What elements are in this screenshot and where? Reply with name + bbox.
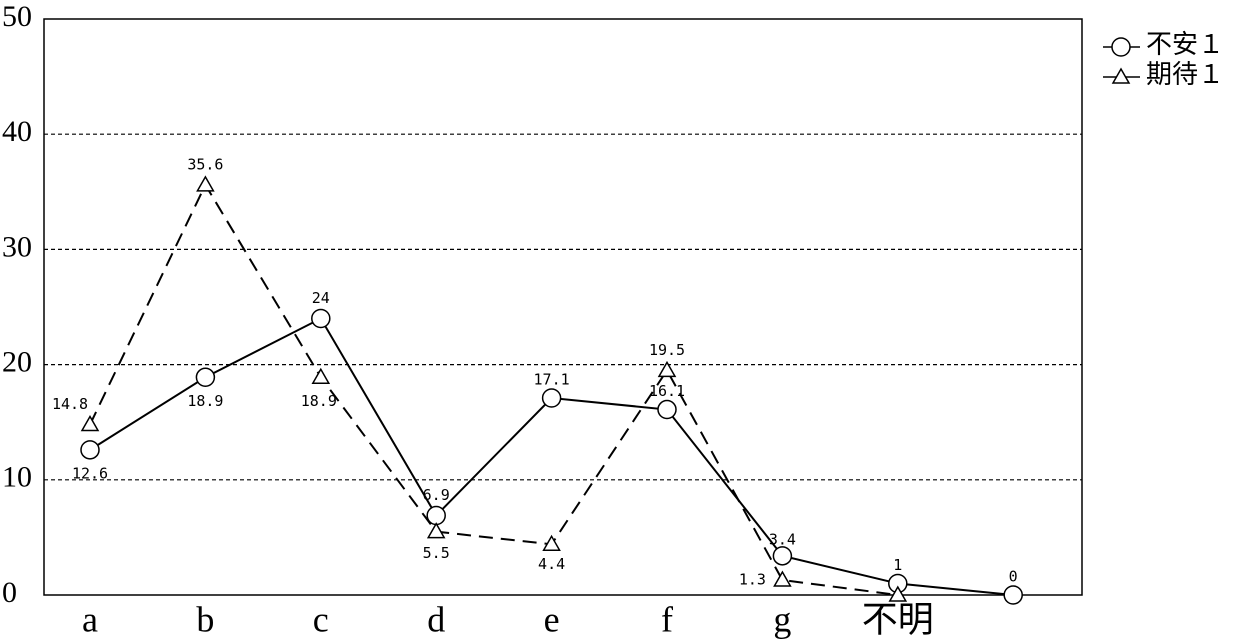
x-tick-label: f — [661, 599, 673, 639]
y-tick-label: 50 — [2, 0, 32, 33]
y-tick-label: 30 — [2, 230, 32, 263]
y-tick-label: 10 — [2, 461, 32, 494]
x-tick-label: b — [196, 599, 214, 639]
point — [773, 570, 792, 587]
point — [80, 440, 100, 460]
point — [311, 308, 331, 329]
x-tick-label: e — [544, 599, 560, 639]
point — [772, 546, 793, 566]
data-label: 1.3 — [739, 571, 766, 589]
x-tick-label: 不明 — [862, 599, 934, 639]
point — [657, 399, 677, 420]
data-label: 18.9 — [187, 392, 223, 410]
x-tick-label: d — [427, 599, 445, 639]
point — [1111, 37, 1131, 57]
point — [80, 414, 100, 432]
y-tick-label: 20 — [2, 345, 32, 378]
data-label: 0 — [1009, 568, 1018, 586]
point — [542, 534, 561, 552]
legend-label: 期待１ — [1146, 60, 1224, 89]
data-label: 1 — [893, 556, 902, 574]
y-tick-label: 40 — [2, 115, 32, 148]
point — [196, 175, 215, 192]
data-label: 16.1 — [649, 382, 685, 400]
legend-label: 不安１ — [1146, 30, 1224, 59]
point — [541, 388, 562, 408]
data-label: 35.6 — [187, 155, 223, 173]
point — [657, 360, 677, 378]
data-label: 18.9 — [301, 392, 337, 410]
point — [311, 367, 331, 385]
point — [426, 522, 446, 539]
data-label: 5.5 — [423, 544, 450, 562]
x-tick-label: a — [82, 599, 98, 639]
data-label: 12.6 — [72, 464, 108, 482]
y-tick-label: 0 — [2, 576, 17, 609]
x-tick-label: g — [773, 599, 791, 639]
point — [888, 585, 908, 602]
data-label: 19.5 — [649, 341, 685, 359]
data-label: 24 — [312, 289, 330, 307]
plot-frame — [43, 18, 1083, 596]
point — [1003, 585, 1023, 605]
point — [1111, 67, 1131, 84]
point — [195, 367, 216, 388]
data-label: 14.8 — [52, 395, 88, 413]
data-label: 3.4 — [769, 530, 796, 548]
data-label: 6.9 — [423, 486, 450, 504]
series-line — [89, 317, 1014, 596]
data-label: 17.1 — [534, 371, 570, 389]
x-tick-label: c — [313, 599, 329, 639]
data-label: 4.4 — [538, 555, 565, 573]
